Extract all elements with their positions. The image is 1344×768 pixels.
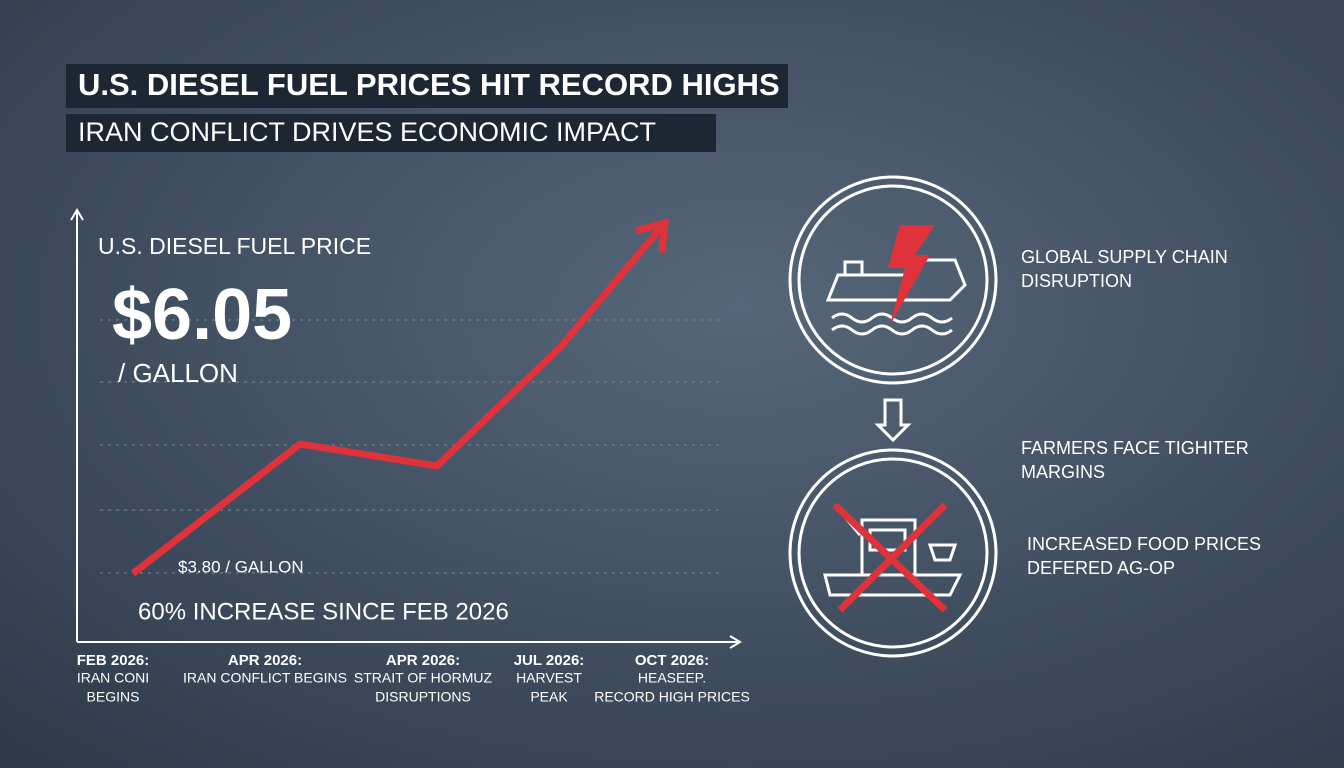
x-tick-note: PEAK [530,689,568,705]
x-tick-note: HEASEEP. [638,670,706,686]
start-label: $3.80 / GALLON [178,557,304,576]
x-tick-note: IRAN CONI [77,670,149,686]
price-line [130,220,668,577]
x-tick-label: JUL 2026: [514,652,585,669]
x-tick-note: STRAIT OF HORMUZ [354,670,493,686]
chart-title: U.S. DIESEL FUEL PRICES HIT RECORD HIGHS [78,67,780,102]
impact-text: GLOBAL SUPPLY CHAIN [1021,247,1228,267]
farm-icon [788,448,998,658]
price: $6.05 [112,275,292,355]
line-arrowhead [635,218,669,253]
x-tick-note: DISRUPTIONS [375,689,471,705]
x-tick-label: OCT 2026: [635,652,709,669]
x-tick-label: APR 2026: [386,652,460,669]
impact-text: DEFERED AG-OP [1027,558,1175,578]
price-unit: / GALLON [118,358,238,388]
x-tick-note: IRAN CONFLICT BEGINS [183,670,347,686]
x-tick-label: APR 2026: [228,652,302,669]
subtitle-band [66,114,716,152]
x-tick-note: BEGINS [87,689,140,705]
chart-subtitle: IRAN CONFLICT DRIVES ECONOMIC IMPACT [78,117,656,147]
x-tick-note: HARVEST [516,670,582,686]
x-tick-label: FEB 2026: [77,652,150,669]
supply-icon [788,175,998,385]
axes [70,208,742,649]
impact-text: INCREASED FOOD PRICES [1027,534,1261,554]
price-label: U.S. DIESEL FUEL PRICE [98,233,371,259]
impact-text: DISRUPTION [1021,271,1132,291]
x-tick-note: RECORD HIGH PRICES [594,689,750,705]
increase-note: 60% INCREASE SINCE FEB 2026 [138,598,509,625]
title-band [66,64,788,108]
impact-text: MARGINS [1021,462,1105,482]
impact-text: FARMERS FACE TIGHITER [1021,438,1249,458]
flow-arrow [874,398,912,443]
